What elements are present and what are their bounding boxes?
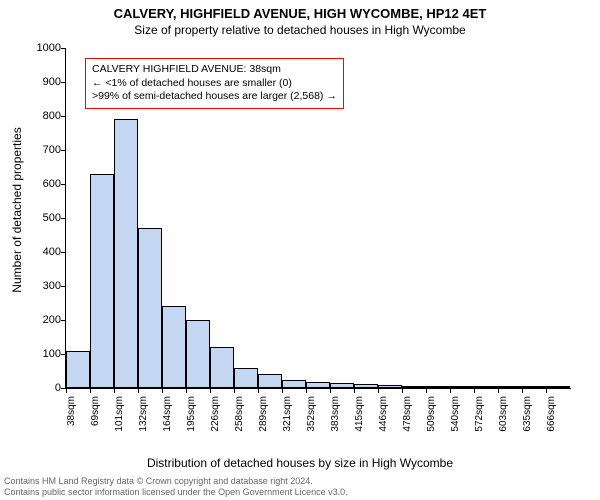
histogram-bar (66, 351, 90, 388)
y-tick-mark (61, 48, 66, 49)
footer-line: Contains public sector information licen… (4, 487, 348, 498)
x-tick-mark (426, 388, 427, 393)
chart-container: CALVERY, HIGHFIELD AVENUE, HIGH WYCOMBE,… (0, 0, 600, 500)
histogram-bar (498, 386, 522, 388)
y-axis-label: Number of detached properties (10, 127, 24, 292)
x-tick-label: 69sqm (90, 396, 101, 436)
histogram-bar (114, 119, 138, 388)
y-tick-label: 0 (31, 382, 61, 394)
x-tick-label: 478sqm (402, 396, 413, 436)
x-tick-label: 38sqm (66, 396, 77, 436)
y-tick-label: 200 (31, 314, 61, 326)
chart-subtitle: Size of property relative to detached ho… (0, 21, 600, 37)
histogram-bar (282, 380, 306, 389)
histogram-bar (306, 382, 330, 388)
x-tick-mark (498, 388, 499, 393)
y-tick-label: 900 (31, 76, 61, 88)
x-tick-label: 509sqm (426, 396, 437, 436)
x-tick-mark (282, 388, 283, 393)
x-tick-mark (66, 388, 67, 393)
x-tick-mark (378, 388, 379, 393)
x-tick-label: 101sqm (114, 396, 125, 436)
histogram-bar (138, 228, 162, 388)
histogram-bar (210, 347, 234, 388)
x-tick-mark (186, 388, 187, 393)
y-tick-mark (61, 82, 66, 83)
x-tick-label: 258sqm (234, 396, 245, 436)
annotation-line: CALVERY HIGHFIELD AVENUE: 38sqm (92, 63, 337, 77)
x-tick-mark (90, 388, 91, 393)
x-tick-label: 226sqm (210, 396, 221, 436)
x-tick-label: 446sqm (378, 396, 389, 436)
x-tick-mark (354, 388, 355, 393)
y-tick-label: 800 (31, 110, 61, 122)
annotation-line: >99% of semi-detached houses are larger … (92, 90, 337, 104)
histogram-bar (522, 386, 546, 388)
x-tick-label: 540sqm (450, 396, 461, 436)
y-tick-mark (61, 252, 66, 253)
x-tick-label: 635sqm (522, 396, 533, 436)
y-tick-mark (61, 320, 66, 321)
x-tick-label: 572sqm (474, 396, 485, 436)
y-tick-label: 700 (31, 144, 61, 156)
x-tick-mark (546, 388, 547, 393)
x-tick-mark (258, 388, 259, 393)
x-tick-mark (522, 388, 523, 393)
annotation-line: ← <1% of detached houses are smaller (0) (92, 77, 337, 91)
histogram-bar (378, 385, 402, 388)
y-tick-mark (61, 218, 66, 219)
x-tick-label: 321sqm (282, 396, 293, 436)
x-tick-mark (138, 388, 139, 393)
x-tick-mark (234, 388, 235, 393)
histogram-bar (354, 384, 378, 388)
histogram-bar (474, 386, 498, 388)
x-tick-label: 132sqm (138, 396, 149, 436)
y-tick-mark (61, 150, 66, 151)
y-tick-label: 500 (31, 212, 61, 224)
histogram-bar (330, 383, 354, 388)
histogram-bar (234, 368, 258, 388)
histogram-bar (90, 174, 114, 388)
x-tick-mark (114, 388, 115, 393)
x-tick-mark (210, 388, 211, 393)
histogram-bar (402, 386, 426, 388)
x-axis-label: Distribution of detached houses by size … (0, 456, 600, 470)
x-tick-label: 164sqm (162, 396, 173, 436)
chart-title-address: CALVERY, HIGHFIELD AVENUE, HIGH WYCOMBE,… (0, 0, 600, 21)
footer-attribution: Contains HM Land Registry data © Crown c… (4, 476, 348, 498)
footer-line: Contains HM Land Registry data © Crown c… (4, 476, 348, 487)
x-tick-label: 289sqm (258, 396, 269, 436)
histogram-bar (546, 386, 570, 388)
annotation-box: CALVERY HIGHFIELD AVENUE: 38sqm← <1% of … (85, 58, 344, 109)
y-tick-mark (61, 116, 66, 117)
x-tick-mark (330, 388, 331, 393)
x-tick-label: 352sqm (306, 396, 317, 436)
histogram-bar (162, 306, 186, 388)
y-tick-label: 100 (31, 348, 61, 360)
y-tick-label: 400 (31, 246, 61, 258)
x-tick-mark (402, 388, 403, 393)
x-tick-mark (450, 388, 451, 393)
x-tick-label: 383sqm (330, 396, 341, 436)
x-tick-label: 195sqm (186, 396, 197, 436)
y-tick-label: 600 (31, 178, 61, 190)
y-tick-label: 1000 (31, 42, 61, 54)
x-tick-mark (474, 388, 475, 393)
x-tick-label: 415sqm (354, 396, 365, 436)
x-tick-label: 603sqm (498, 396, 509, 436)
x-tick-mark (306, 388, 307, 393)
y-tick-mark (61, 184, 66, 185)
histogram-bar (450, 386, 474, 388)
y-tick-mark (61, 286, 66, 287)
histogram-bar (258, 374, 282, 388)
histogram-bar (426, 386, 450, 388)
x-tick-label: 666sqm (546, 396, 557, 436)
x-tick-mark (162, 388, 163, 393)
y-tick-label: 300 (31, 280, 61, 292)
histogram-bar (186, 320, 210, 388)
